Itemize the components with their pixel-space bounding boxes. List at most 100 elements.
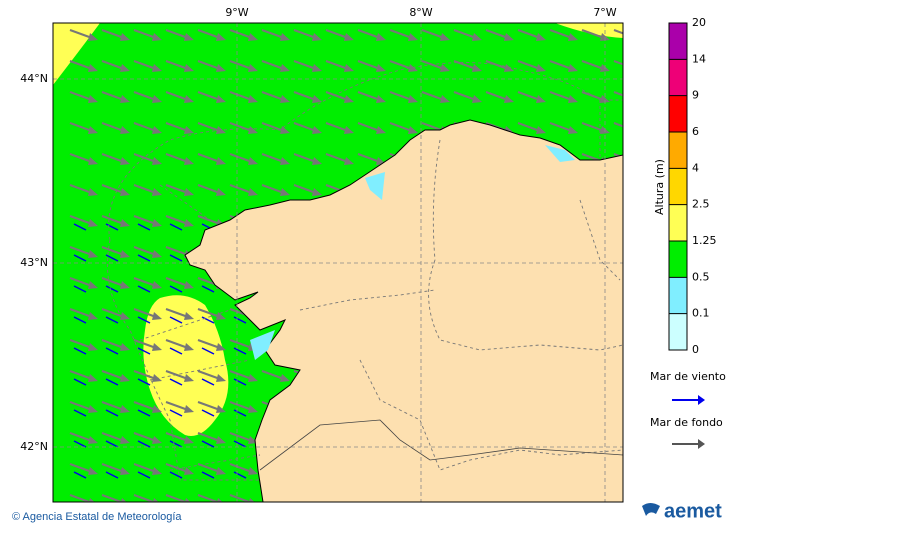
swell-arrowhead bbox=[312, 126, 322, 134]
wind-arrow bbox=[105, 254, 119, 262]
swell-arrow bbox=[325, 29, 349, 39]
swell-arrowhead bbox=[344, 95, 354, 103]
swell-arrowhead bbox=[216, 95, 226, 103]
swell-arrowhead bbox=[88, 126, 98, 134]
colorbar-band bbox=[669, 204, 687, 241]
wind-arrow bbox=[106, 503, 118, 509]
swell-arrow bbox=[517, 29, 541, 39]
wind-arrow bbox=[169, 409, 183, 417]
swell-arrow bbox=[101, 60, 125, 70]
swell-arrowhead bbox=[632, 343, 642, 351]
swell-arrowhead bbox=[312, 64, 322, 72]
swell-arrowhead bbox=[216, 436, 226, 444]
swell-arrow bbox=[197, 122, 221, 132]
wind-arrow bbox=[169, 471, 183, 479]
swell-arrow bbox=[69, 401, 93, 411]
wind-arrow bbox=[105, 223, 119, 231]
swell-arrow bbox=[229, 184, 253, 194]
swell-arrowhead bbox=[312, 95, 322, 103]
swell-arrow bbox=[613, 153, 623, 159]
swell-arrow bbox=[357, 153, 381, 163]
swell-arrowhead bbox=[184, 126, 194, 134]
swell-arrow bbox=[229, 463, 253, 473]
wind-arrow bbox=[73, 223, 87, 231]
swell-arrowhead bbox=[248, 126, 258, 134]
wind-arrow bbox=[201, 440, 215, 448]
wave-zone bbox=[143, 295, 229, 436]
swell-arrowhead bbox=[248, 157, 258, 165]
swell-arrow bbox=[165, 246, 189, 256]
swell-arrow bbox=[389, 122, 413, 132]
swell-arrowhead bbox=[536, 64, 546, 72]
swell-arrow bbox=[69, 29, 93, 39]
swell-arrow bbox=[325, 122, 349, 132]
swell-arrowhead bbox=[440, 95, 450, 103]
credit: © Agencia Estatal de Meteorología bbox=[12, 511, 182, 523]
wind-arrow bbox=[105, 440, 119, 448]
swell-arrowhead bbox=[632, 312, 642, 320]
swell-arrow bbox=[165, 370, 189, 380]
swell-arrow bbox=[133, 339, 157, 349]
wind-arrow bbox=[73, 316, 87, 324]
swell-arrowhead bbox=[152, 343, 162, 351]
wind-arrow bbox=[137, 471, 151, 479]
swell-arrowhead bbox=[120, 467, 130, 475]
swell-arrowhead bbox=[376, 95, 386, 103]
swell-arrow bbox=[133, 277, 157, 287]
swell-arrow bbox=[133, 308, 157, 318]
swell-arrowhead bbox=[472, 95, 482, 103]
wind-arrow bbox=[105, 285, 119, 293]
swell-arrow bbox=[453, 91, 477, 101]
swell-arrow bbox=[613, 91, 623, 97]
swell-arrowhead bbox=[152, 188, 162, 196]
swell-arrowhead bbox=[88, 436, 98, 444]
swell-arrowhead bbox=[153, 498, 159, 502]
swell-arrowhead bbox=[568, 126, 578, 134]
wind-arrow bbox=[201, 378, 215, 386]
swell-arrowhead bbox=[632, 219, 642, 227]
swell-arrowhead bbox=[440, 64, 450, 72]
swell-arrow bbox=[101, 401, 125, 411]
swell-arrowhead bbox=[408, 64, 418, 72]
swell-arrow bbox=[101, 122, 125, 132]
swell-arrow bbox=[101, 308, 125, 318]
swell-arrow bbox=[101, 91, 125, 101]
swell-arrow bbox=[133, 60, 157, 70]
swell-arrow bbox=[549, 60, 573, 70]
swell-arrow bbox=[229, 432, 253, 442]
swell-arrowhead bbox=[312, 157, 322, 165]
wind-arrow bbox=[73, 471, 87, 479]
swell-arrow bbox=[101, 29, 125, 39]
swell-arrow bbox=[293, 60, 317, 70]
swell-arrowhead bbox=[312, 33, 322, 41]
swell-arrow bbox=[325, 153, 349, 163]
swell-arrow bbox=[197, 91, 221, 101]
land bbox=[184, 119, 623, 502]
swell-arrow bbox=[389, 91, 413, 101]
swell-arrow bbox=[421, 91, 445, 101]
swell-arrow bbox=[581, 91, 605, 101]
swell-arrowhead bbox=[120, 157, 130, 165]
wind-arrow bbox=[169, 285, 183, 293]
swell-arrowhead bbox=[216, 64, 226, 72]
swell-arrowhead bbox=[88, 250, 98, 258]
map-frame bbox=[52, 22, 624, 503]
shallow-zone bbox=[365, 172, 385, 200]
wind-arrow bbox=[169, 254, 183, 262]
swell-arrowhead bbox=[249, 498, 255, 502]
swell-arrowhead bbox=[568, 95, 578, 103]
wind-arrow bbox=[137, 440, 151, 448]
swell-arrowhead bbox=[472, 33, 482, 41]
swell-arrowhead bbox=[120, 64, 130, 72]
swell-arrowhead bbox=[88, 95, 98, 103]
swell-arrowhead bbox=[152, 405, 162, 413]
colorbar-tick-label: 20 bbox=[692, 16, 706, 29]
swell-arrow bbox=[453, 60, 477, 70]
swell-arrowhead bbox=[536, 95, 546, 103]
swell-arrowhead bbox=[504, 64, 514, 72]
swell-arrowhead bbox=[632, 436, 642, 444]
swell-arrowhead bbox=[632, 157, 642, 165]
wind-arrow bbox=[233, 409, 247, 417]
swell-arrowhead bbox=[344, 126, 354, 134]
